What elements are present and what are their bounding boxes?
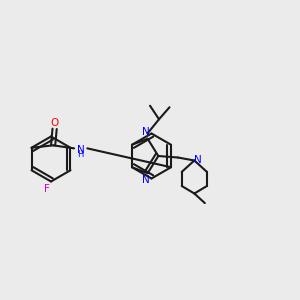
- Text: N: N: [77, 145, 85, 155]
- Text: N: N: [194, 154, 202, 165]
- Text: F: F: [44, 184, 50, 194]
- Text: H: H: [77, 151, 84, 160]
- Text: N: N: [142, 127, 150, 137]
- Text: O: O: [50, 118, 59, 128]
- Text: N: N: [142, 175, 150, 185]
